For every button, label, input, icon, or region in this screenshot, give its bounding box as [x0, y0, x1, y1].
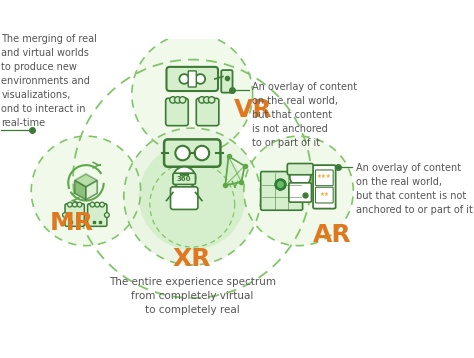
FancyBboxPatch shape — [164, 139, 220, 167]
Circle shape — [132, 34, 253, 155]
FancyBboxPatch shape — [261, 171, 302, 210]
Circle shape — [173, 167, 195, 189]
FancyBboxPatch shape — [173, 173, 195, 184]
FancyBboxPatch shape — [221, 70, 233, 93]
Circle shape — [195, 146, 209, 160]
Circle shape — [90, 202, 95, 207]
Text: An overlay of content
on the real world,
but that content is not
anchored to or : An overlay of content on the real world,… — [356, 163, 473, 215]
Circle shape — [63, 213, 67, 217]
FancyBboxPatch shape — [287, 164, 313, 175]
Circle shape — [170, 97, 176, 103]
Circle shape — [209, 97, 215, 103]
Circle shape — [290, 166, 310, 187]
FancyBboxPatch shape — [289, 183, 311, 202]
Text: ★★: ★★ — [319, 192, 329, 197]
Text: 360: 360 — [177, 176, 191, 182]
Circle shape — [175, 146, 190, 160]
Circle shape — [100, 202, 104, 207]
FancyBboxPatch shape — [316, 187, 333, 203]
Circle shape — [72, 202, 77, 207]
Text: The entire experience spectrum
from completely virtual
to completely real: The entire experience spectrum from comp… — [109, 277, 276, 315]
Text: AR: AR — [313, 223, 352, 247]
Circle shape — [31, 136, 141, 246]
FancyBboxPatch shape — [88, 204, 107, 226]
Circle shape — [179, 97, 186, 103]
Circle shape — [199, 97, 205, 103]
FancyBboxPatch shape — [188, 71, 196, 87]
Polygon shape — [75, 180, 86, 200]
Circle shape — [95, 202, 100, 207]
FancyBboxPatch shape — [166, 67, 218, 91]
Circle shape — [124, 128, 261, 265]
Text: ★★★: ★★★ — [317, 174, 332, 179]
Text: An overlay of content
on the real world,
but that content
is not anchored
to or : An overlay of content on the real world,… — [252, 82, 357, 148]
FancyBboxPatch shape — [166, 98, 188, 126]
FancyBboxPatch shape — [171, 187, 198, 209]
FancyBboxPatch shape — [196, 98, 219, 126]
FancyBboxPatch shape — [316, 170, 333, 186]
FancyBboxPatch shape — [65, 204, 84, 226]
Text: MR: MR — [50, 211, 94, 235]
Polygon shape — [75, 174, 97, 187]
Circle shape — [104, 213, 109, 217]
Text: XR: XR — [173, 247, 211, 271]
Circle shape — [179, 74, 189, 84]
Text: VR: VR — [234, 98, 273, 122]
Text: The merging of real
and virtual worlds
to produce new
environments and
visualiza: The merging of real and virtual worlds t… — [1, 34, 97, 128]
Circle shape — [155, 159, 230, 234]
Circle shape — [77, 202, 82, 207]
Circle shape — [174, 97, 181, 103]
Circle shape — [203, 97, 210, 103]
FancyBboxPatch shape — [313, 165, 336, 209]
Circle shape — [139, 143, 246, 250]
Polygon shape — [86, 180, 97, 200]
Circle shape — [195, 74, 205, 84]
Circle shape — [67, 202, 72, 207]
Circle shape — [244, 136, 353, 246]
